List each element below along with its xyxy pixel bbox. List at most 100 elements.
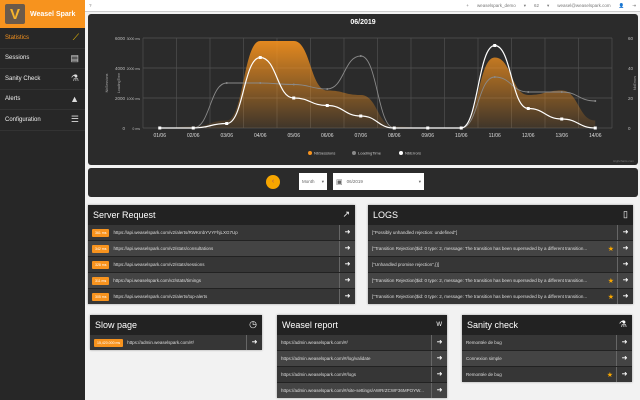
help-icon[interactable]: ? [89,3,92,8]
url-link[interactable]: https://api.weaselspark.com/v2/stats/con… [113,246,214,251]
list-item[interactable]: https://admin.weaselspark.com/#/ ➜ [277,334,447,350]
data-point [493,44,497,47]
sidebar-item-label: Sanity Check [5,75,41,82]
axis-tick-label: 60 [628,36,634,41]
list-item[interactable]: https://admin.weaselspark.com/#/logs ➜ [277,366,447,382]
url-link[interactable]: https://api.weaselspark.com/v2/alerts/to… [113,294,208,299]
x-tick-label: 09/06 [421,133,434,139]
project-select[interactable]: weaselspark_demo [476,3,516,8]
list-item[interactable]: ["Transition Rejection($id: 0 type: 2, m… [368,288,633,304]
list-item[interactable]: ["Transition Rejection($id: 0 type: 2, m… [368,240,633,256]
url-link[interactable]: https://admin.weaselspark.com/#/logs [281,372,357,377]
data-point [426,126,430,130]
weasel-report-card: Weasel report W https://admin.weaselspark… [277,315,447,398]
url-link[interactable]: https://api.weaselspark.com/v2/stats/tim… [113,278,202,283]
arrow-right-icon[interactable]: ➜ [431,383,447,398]
add-button[interactable]: + [466,3,469,8]
axis-tick-label: 40 [628,66,634,71]
axis-tick-label: 4000 [115,66,126,71]
x-tick-label: 12/06 [522,133,535,139]
logout-icon[interactable]: ⇥ [632,2,636,8]
list-item[interactable]: ["Possibly unhandled rejection: undefine… [368,224,633,240]
user-email[interactable]: weasel@weaselspark.com [557,3,611,8]
sidebar-item-sessions[interactable]: Sessions ▤ [0,49,85,69]
list-item[interactable]: ["Transition Rejection($id: 0 type: 2, m… [368,272,633,288]
list-item[interactable]: ["Unhandled promise rejection",{}] ➜ [368,256,633,272]
legend-marker [352,151,356,155]
arrow-right-icon[interactable]: ➜ [339,273,355,288]
arrow-right-icon[interactable]: ➜ [431,351,447,366]
arrow-right-icon[interactable]: ➜ [339,241,355,256]
list-item[interactable]: 342 ms https://api.weaselspark.com/v2/sta… [88,240,355,256]
url-link[interactable]: https://admin.weaselspark.com/#/ [281,340,348,345]
url-link[interactable]: https://api.weaselspark.com/v2/stats/ses… [113,262,205,267]
list-item[interactable]: Remontée de bug ★ ➜ [462,366,632,382]
arrow-right-icon[interactable]: ➜ [616,335,632,350]
star-icon[interactable]: ★ [607,277,614,285]
data-point [259,82,262,84]
star-icon[interactable]: ★ [607,245,614,253]
url-link[interactable]: https://admin.weaselspark.com/#/log/vali… [281,356,371,361]
series-line-nberrors [159,44,596,129]
date-picker[interactable]: ▣ 06/2019 ▾ [333,173,424,190]
sidebar-item-alerts[interactable]: Alerts ▲ [0,90,85,110]
chevron-down-icon[interactable]: ▾ [547,2,550,8]
arrow-right-icon[interactable]: ➜ [431,367,447,382]
list-item[interactable]: 311 ms https://api.weaselspark.com/v2/sta… [88,272,355,288]
x-tick-label: 11/06 [489,133,501,139]
arrow-right-icon[interactable]: ➜ [431,335,447,350]
arrow-right-icon[interactable]: ➜ [616,367,632,382]
legend-label: NbErrors [405,151,421,156]
env-select[interactable]: 62 [533,3,539,8]
list-item[interactable]: Connexion simple ➜ [462,350,632,366]
sidebar-item-statistics[interactable]: Statistics ⟋ [0,28,85,49]
card-title: LOGS [373,209,399,220]
logo: V [5,4,25,24]
arrow-right-icon[interactable]: ➜ [617,241,633,256]
arrow-right-icon[interactable]: ➜ [339,257,355,272]
list-item[interactable]: https://admin.weaselspark.com/#/site-set… [277,382,447,398]
series-area-nbsessions [159,41,596,128]
list-item[interactable]: 361 ms https://api.weaselspark.com/v2/ale… [88,224,355,240]
axis-title: NbErrors [633,76,637,90]
duration-badge: 342 ms [92,244,110,253]
arrow-right-icon[interactable]: ➜ [617,273,633,288]
list-item[interactable]: Remontée de bug ➜ [462,334,632,350]
arrow-right-icon[interactable]: ➜ [617,225,633,240]
arrow-right-icon[interactable]: ➜ [617,257,633,272]
sidebar-item-sanity-check[interactable]: Sanity Check ⚗ [0,69,85,90]
arrow-right-icon[interactable]: ➜ [246,335,262,350]
previous-period-button[interactable]: ‹ [266,175,280,189]
sidebar-item-configuration[interactable]: Configuration ☰ [0,110,85,131]
x-tick-label: 02/06 [187,133,200,139]
data-point [292,96,296,100]
chevron-down-icon[interactable]: ▾ [523,2,526,8]
star-icon[interactable]: ★ [606,371,613,379]
data-point [594,100,597,102]
user-icon[interactable]: 👤 [618,2,625,8]
list-item[interactable]: https://admin.weaselspark.com/#/log/vali… [277,350,447,366]
list-item[interactable]: 328 ms https://api.weaselspark.com/v2/sta… [88,256,355,272]
list-item[interactable]: 305 ms https://api.weaselspark.com/v2/ale… [88,288,355,304]
entry-text: ["Transition Rejection($id: 0 type: 2, m… [372,278,588,283]
arrow-right-icon[interactable]: ➜ [339,289,355,304]
period-value: Month [302,179,315,184]
card-title: Weasel report [282,319,338,330]
x-tick-label: 13/06 [555,133,568,139]
period-select[interactable]: Month ▾ [299,173,327,190]
top-bar: ? + weaselspark_demo ▾ 62 ▾ weasel@weasels… [85,0,640,12]
arrow-right-icon[interactable]: ➜ [616,351,632,366]
star-icon[interactable]: ★ [607,293,614,301]
url-link[interactable]: https://admin.weaselspark.com/#/site-set… [281,388,424,393]
axis-tick-label: 2000 [115,96,126,101]
x-tick-label: 03/06 [220,133,233,139]
url-link[interactable]: https://admin.weaselspark.com/#/ [127,340,194,345]
arrow-right-icon[interactable]: ➜ [617,289,633,304]
url-link[interactable]: https://api.weaselspark.com/v2/alerts/RW… [113,230,238,235]
axis-title: NbSessions [105,73,109,92]
data-point [325,104,329,107]
entry-text: ["Unhandled promise rejection",{}] [372,262,440,267]
arrow-right-icon[interactable]: ➜ [339,225,355,240]
list-item[interactable]: 15,420.000 ms https://admin.weaselspark.c… [90,334,262,350]
brand-header[interactable]: V Weasel Spark [0,0,85,28]
